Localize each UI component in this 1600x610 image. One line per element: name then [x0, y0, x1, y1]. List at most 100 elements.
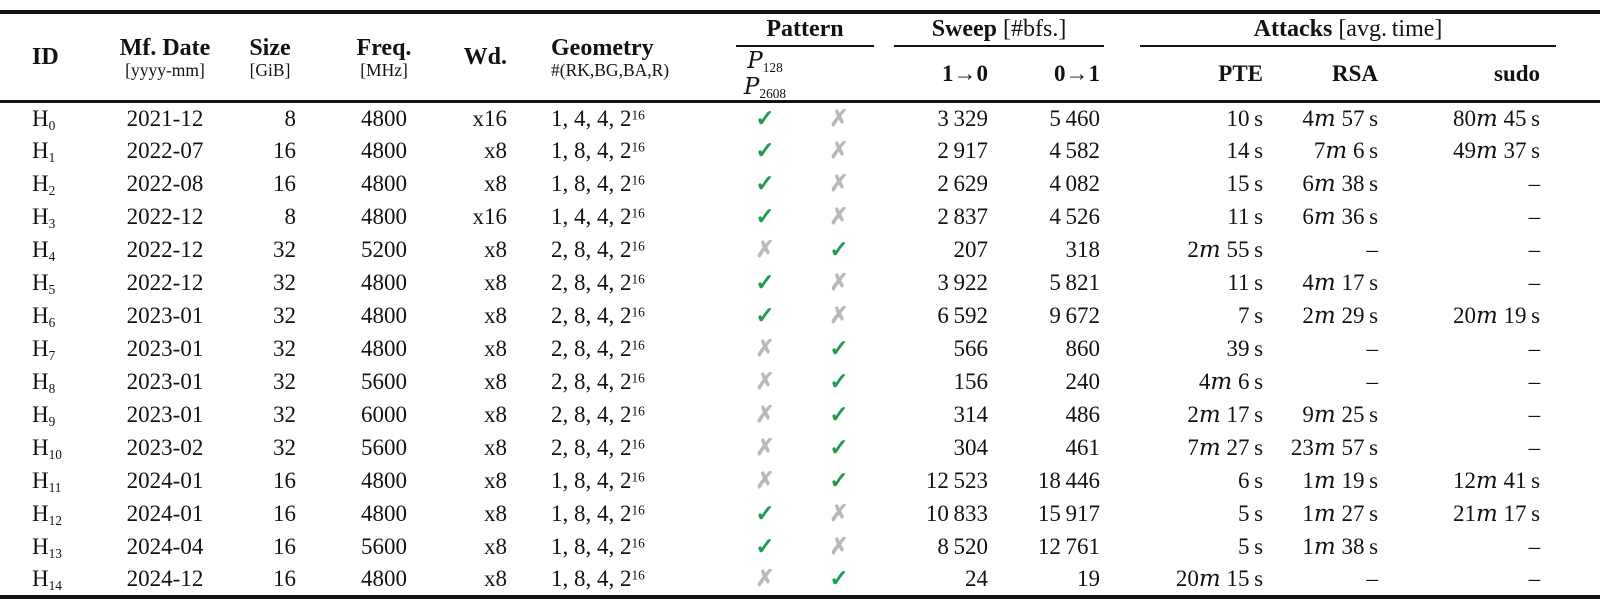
cell-pattern-p2608: ✓: [800, 333, 878, 366]
cell-size: 32: [273, 336, 296, 361]
cell-size: 16: [273, 138, 296, 163]
minutes-unit: m: [1313, 171, 1336, 197]
cell-sweep-0to1: 18 446: [1037, 468, 1101, 493]
cell-id: H7: [32, 336, 56, 363]
cell-attack-sudo: 21m 17 s: [1452, 501, 1541, 527]
col-header-freq-unit: [MHz]: [360, 59, 408, 80]
cell-attack-rsa: 2m 29 s: [1302, 303, 1379, 329]
cell-pattern-p128: ✗: [730, 234, 800, 267]
cell-geometry: 2, 8, 4, 216: [551, 270, 645, 295]
check-icon: ✓: [829, 468, 849, 493]
cell-sweep-0to1: 19: [1077, 566, 1101, 591]
cell-attack-sudo: –: [1528, 171, 1541, 196]
cell-attack-pte: 6 s: [1237, 468, 1264, 493]
minutes-unit: m: [1313, 105, 1336, 132]
cell-pattern-p2608: ✗: [800, 498, 878, 531]
cell-sweep-1to0: 24: [965, 566, 989, 591]
check-icon: ✓: [829, 402, 849, 427]
table-row: H4 2022-12 32 5200 x8 2, 8, 4, 216 ✗ ✓ 207 318 2m …: [0, 234, 1600, 267]
cell-pattern-p128: ✓: [730, 135, 800, 168]
cell-attack-sudo: 80m 45 s: [1452, 105, 1541, 132]
cell-size: 32: [273, 435, 296, 460]
cell-freq: 5600: [361, 435, 407, 460]
check-icon: ✓: [755, 270, 775, 295]
col-header-id-label: ID: [32, 44, 59, 70]
cell-attack-pte: 2m 17 s: [1187, 402, 1264, 428]
cell-sweep-1to0: 2 629: [937, 171, 989, 196]
cell-width: x8: [484, 402, 507, 427]
cell-attack-pte: 4m 6 s: [1198, 369, 1264, 395]
cell-pattern-p2608: ✓: [800, 399, 878, 432]
cell-attack-rsa: 6m 38 s: [1302, 171, 1379, 197]
cell-sweep-0to1: 4 582: [1049, 138, 1101, 163]
cell-geometry: 1, 8, 4, 216: [551, 534, 645, 559]
table-row: H8 2023-01 32 5600 x8 2, 8, 4, 216 ✗ ✓ 156 240 4m …: [0, 366, 1600, 399]
cross-icon: ✗: [829, 138, 849, 163]
group-header-attacks-label: Attacks: [1253, 15, 1333, 42]
table-row: H6 2023-01 32 4800 x8 2, 8, 4, 216 ✓ ✗ 6 592 9 67…: [0, 300, 1600, 333]
minutes-unit: m: [1313, 534, 1336, 560]
table-row: H13 2024-04 16 5600 x8 1, 8, 4, 216 ✓ ✗ 8 520 12 …: [0, 531, 1600, 564]
cell-sweep-1to0: 304: [953, 435, 989, 460]
cell-width: x8: [484, 435, 507, 460]
cell-attack-rsa: 1m 19 s: [1302, 468, 1379, 494]
cell-freq: 5600: [361, 534, 407, 559]
cell-mf-date: 2024-01: [126, 501, 204, 526]
cell-width: x8: [484, 270, 507, 295]
cell-freq: 4800: [361, 468, 407, 493]
cell-width: x8: [484, 336, 507, 361]
cell-freq: 4800: [361, 501, 407, 526]
cell-id: H3: [32, 204, 56, 231]
check-icon: ✓: [755, 105, 775, 131]
cell-freq: 4800: [361, 303, 407, 328]
cell-geometry: 2, 8, 4, 216: [551, 237, 645, 262]
table-header: ID Mf. Date [yyyy-mm] Size [GiB] Freq. […: [0, 12, 1600, 102]
cross-icon: ✗: [829, 204, 849, 229]
cell-attack-pte: 39 s: [1226, 336, 1264, 361]
cell-pattern-p128: ✓: [730, 498, 800, 531]
cross-icon: ✗: [829, 105, 849, 131]
cell-sweep-1to0: 2 837: [937, 204, 989, 229]
cell-attack-sudo: –: [1528, 566, 1541, 591]
table-row: H0 2021-12 8 4800 x16 1, 4, 4, 216 ✓ ✗ 3 329 5 46…: [0, 102, 1600, 135]
cell-size: 32: [273, 270, 296, 295]
cell-mf-date: 2023-01: [126, 303, 204, 328]
table-row: H14 2024-12 16 4800 x8 1, 8, 4, 216 ✗ ✓ 24 19 20m …: [0, 564, 1600, 597]
cross-icon: ✗: [829, 171, 849, 196]
cell-attack-pte: 10 s: [1226, 105, 1264, 131]
cell-freq: 4800: [361, 204, 407, 229]
cell-pattern-p2608: ✓: [800, 366, 878, 399]
cell-mf-date: 2023-01: [126, 369, 204, 394]
cell-mf-date: 2022-07: [126, 138, 204, 163]
cell-attack-sudo: 49m 37 s: [1452, 138, 1541, 164]
check-icon: ✓: [829, 566, 849, 591]
cell-geometry: 1, 4, 4, 216: [551, 105, 645, 131]
cross-icon: ✗: [829, 501, 849, 526]
check-icon: ✓: [829, 336, 849, 361]
cell-attack-sudo: –: [1528, 336, 1541, 361]
minutes-unit: m: [1475, 303, 1498, 329]
minutes-unit: m: [1198, 435, 1221, 461]
minutes-unit: m: [1313, 501, 1336, 527]
col-header-wd: Wd.: [463, 44, 507, 70]
cell-sweep-0to1: 5 460: [1049, 105, 1101, 131]
cell-size: 32: [273, 369, 296, 394]
minutes-unit: m: [1313, 303, 1336, 329]
cell-width: x8: [484, 566, 507, 591]
cell-sweep-1to0: 3 922: [937, 270, 989, 295]
cell-geometry: 2, 8, 4, 216: [551, 336, 645, 361]
minutes-unit: m: [1475, 138, 1498, 164]
cross-icon: ✗: [829, 303, 849, 328]
cell-id: H4: [32, 237, 56, 264]
check-icon: ✓: [755, 534, 775, 559]
cross-icon: ✗: [755, 336, 775, 361]
cell-sweep-0to1: 4 526: [1049, 204, 1101, 229]
minutes-unit: m: [1313, 468, 1336, 494]
group-header-row: ID Mf. Date [yyyy-mm] Size [GiB] Freq. […: [0, 12, 1600, 79]
cell-pattern-p128: ✗: [730, 564, 800, 597]
cell-width: x16: [472, 105, 508, 131]
minutes-unit: m: [1475, 501, 1498, 527]
cell-freq: 4800: [361, 270, 407, 295]
cell-attack-pte: 11 s: [1227, 270, 1264, 295]
minutes-unit: m: [1198, 402, 1221, 428]
